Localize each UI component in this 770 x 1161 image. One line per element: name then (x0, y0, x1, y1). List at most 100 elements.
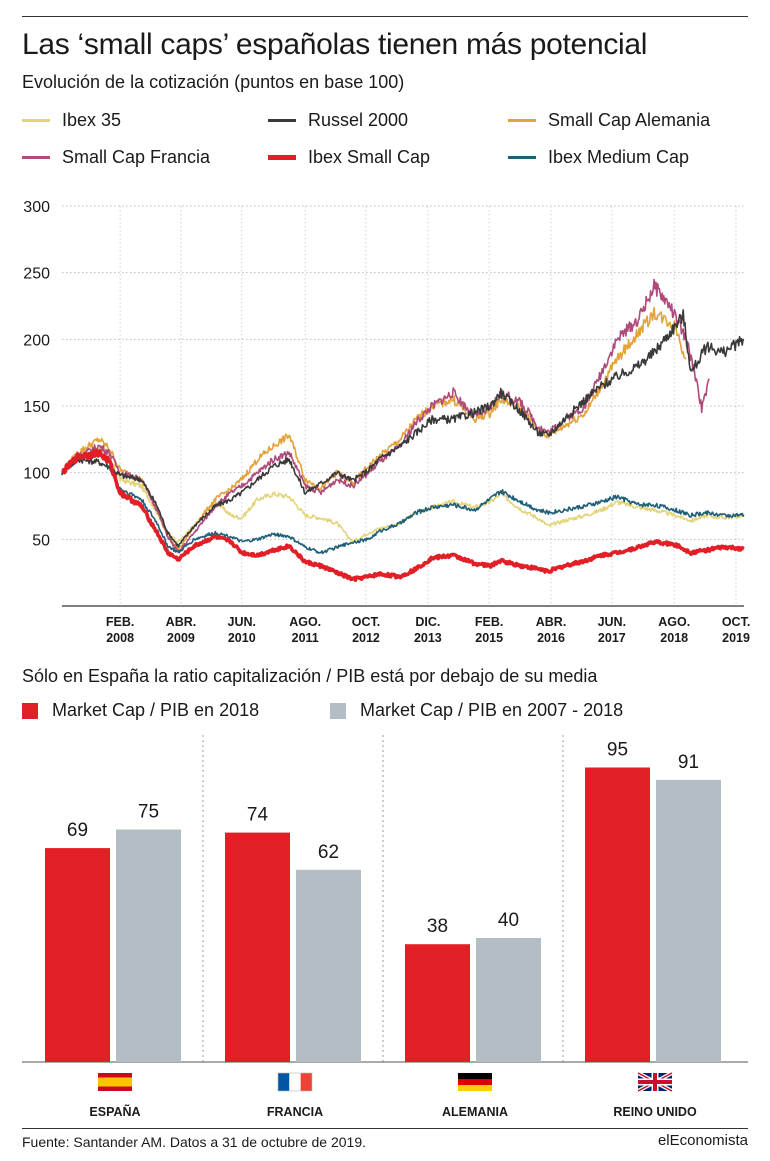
x-tick-year: 2017 (598, 631, 626, 645)
legend-swatch-ibexmedium (508, 156, 536, 159)
x-tick-year: 2015 (475, 631, 503, 645)
bar-value-label: 40 (498, 910, 519, 931)
bar-chart: 69 75 74 62 38 40 95 91 ESPAÑA FRANCIA ALEMANIA RE… (22, 735, 748, 1119)
x-tick-year: 2018 (660, 631, 688, 645)
category-label: REINO UNIDO (613, 1105, 697, 1119)
bar-francia-2018 (225, 832, 290, 1062)
bar-españa-2018 (45, 848, 110, 1062)
y-tick-label: 200 (23, 332, 50, 349)
category-label: FRANCIA (267, 1105, 323, 1119)
legend-label-alemania: Small Cap Alemania (548, 110, 711, 130)
brand-logo: elEconomista (657, 1132, 748, 1149)
legend-item-ibex35: Ibex 35 (22, 110, 121, 131)
flag-stripe (300, 1073, 312, 1091)
x-tick-month: JUN. (228, 615, 256, 629)
bar-chart-categories: ESPAÑA FRANCIA ALEMANIA REINO UNIDO (89, 1071, 697, 1119)
series-line-ibex-medium-cap (61, 450, 745, 555)
line-chart-series (61, 278, 745, 582)
legend-item-francia: Small Cap Francia (22, 147, 210, 168)
bottom-rule (22, 1128, 748, 1129)
bar-value-label: 69 (67, 820, 88, 841)
y-tick-label: 50 (32, 532, 50, 549)
bar-legend-item-2007-2018: Market Cap / PIB en 2007 - 2018 (330, 700, 623, 721)
flag-cross-red (638, 1080, 672, 1084)
line-chart-subtitle: Evolución de la cotización (puntos en ba… (22, 72, 405, 92)
top-rule (22, 16, 748, 17)
bar-legend-swatch-2018 (22, 702, 38, 719)
x-tick-month: OCT. (352, 615, 380, 629)
flag-stripe (98, 1077, 132, 1087)
x-tick-month: ABR. (536, 615, 567, 629)
series-line-ibex-35 (61, 446, 745, 544)
legend-swatch-ibexsmall (268, 155, 296, 160)
bar-value-label: 95 (607, 740, 628, 761)
x-tick-year: 2019 (722, 631, 750, 645)
bar-chart-value-labels: 69 75 74 62 38 40 95 91 (67, 740, 699, 938)
legend-item-ibexmedium: Ibex Medium Cap (508, 147, 689, 168)
x-tick-year: 2011 (292, 631, 319, 645)
legend-swatch-francia (22, 156, 50, 159)
flag-stripe (458, 1073, 492, 1079)
germany-flag-icon (458, 1073, 492, 1091)
x-tick-year: 2009 (167, 631, 195, 645)
bar-chart-legend: Market Cap / PIB en 2018 Market Cap / PI… (22, 700, 748, 726)
flag-border (277, 1072, 313, 1092)
bar-francia-avg (296, 869, 361, 1062)
legend-label-ibexsmall: Ibex Small Cap (308, 147, 431, 167)
page-title: Las ‘small caps’ españolas tienen más po… (22, 28, 648, 61)
bar-legend-label-2018: Market Cap / PIB en 2018 (52, 700, 260, 720)
series-line-russel-2000 (61, 309, 745, 548)
legend-label-francia: Small Cap Francia (62, 147, 211, 167)
bar-value-label: 62 (318, 842, 339, 863)
bar-legend-item-2018: Market Cap / PIB en 2018 (22, 700, 259, 721)
legend-label-russel: Russel 2000 (308, 110, 409, 130)
bar-value-label: 38 (427, 916, 448, 937)
series-line-ibex-small-cap (61, 448, 745, 582)
flag-stripe (458, 1085, 492, 1091)
bar-value-label: 91 (678, 752, 699, 773)
x-tick-month: JUN. (598, 615, 626, 629)
line-chart-legend: Ibex 35 Russel 2000 Small Cap Alemania S… (22, 110, 748, 180)
x-tick-month: DIC. (415, 615, 440, 629)
bar-chart-title: Sólo en España la ratio capitalización /… (22, 666, 598, 686)
x-tick-month: AGO. (289, 615, 321, 629)
x-tick-month: AGO. (658, 615, 690, 629)
bar-legend-swatch-2007-2018 (330, 702, 346, 719)
legend-item-ibexsmall: Ibex Small Cap (268, 147, 430, 168)
legend-label-ibexmedium: Ibex Medium Cap (548, 147, 690, 167)
france-flag-icon (277, 1072, 313, 1092)
category-label: ALEMANIA (442, 1105, 508, 1119)
x-tick-month: FEB. (106, 615, 134, 629)
line-chart-x-tick-labels: FEB. 2008 ABR. 2009 JUN. 2010 AGO. 2011 OCT. 2012… (106, 615, 750, 645)
legend-swatch-russel (268, 119, 296, 122)
y-tick-label: 150 (23, 399, 50, 416)
x-tick-year: 2010 (228, 631, 256, 645)
line-chart: 50 100 150 200 250 300 FEB. 2008 ABR. 2009 JUN. 20… (23, 199, 750, 645)
x-tick-year: 2012 (352, 631, 380, 645)
flag-stripe (278, 1073, 290, 1091)
x-tick-month: FEB. (475, 615, 503, 629)
bar-value-label: 74 (247, 805, 269, 826)
x-tick-year: 2008 (106, 631, 134, 645)
legend-label-ibex35: Ibex 35 (62, 110, 122, 130)
x-tick-year: 2013 (414, 631, 442, 645)
y-tick-label: 250 (23, 266, 50, 283)
flag-stripe (289, 1073, 301, 1091)
line-chart-y-tick-labels: 50 100 150 200 250 300 (23, 199, 50, 549)
y-tick-label: 100 (23, 466, 50, 483)
bar-alemania-2018 (405, 944, 470, 1062)
x-tick-month: ABR. (166, 615, 197, 629)
legend-swatch-ibex35 (22, 119, 50, 122)
source-note: Fuente: Santander AM. Datos a 31 de octu… (22, 1134, 367, 1150)
bar-alemania-avg (476, 938, 541, 1062)
spain-flag-icon (98, 1073, 132, 1091)
flag-stripe (458, 1079, 492, 1085)
legend-item-alemania: Small Cap Alemania (508, 110, 710, 131)
bar-legend-label-2007-2018: Market Cap / PIB en 2007 - 2018 (360, 700, 624, 720)
bar-reino-unido-avg (656, 779, 721, 1062)
y-tick-label: 300 (23, 199, 50, 216)
bar-españa-avg (116, 829, 181, 1062)
x-tick-year: 2016 (537, 631, 565, 645)
x-tick-month: OCT. (722, 615, 750, 629)
legend-swatch-alemania (508, 119, 536, 122)
